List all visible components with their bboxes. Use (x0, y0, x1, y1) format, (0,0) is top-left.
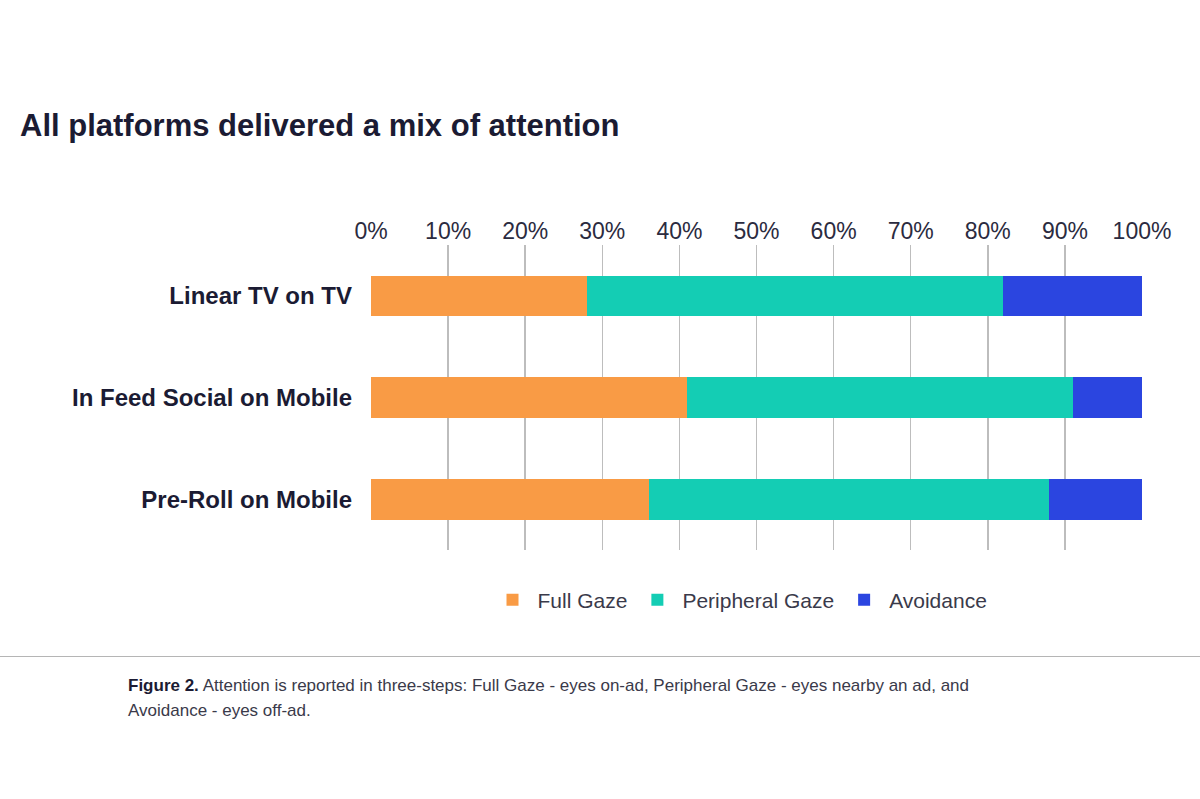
svg-text:20%: 20% (502, 218, 548, 244)
svg-text:60%: 60% (811, 218, 857, 244)
svg-text:All platforms delivered a mix: All platforms delivered a mix of attenti… (20, 108, 619, 143)
svg-text:40%: 40% (656, 218, 702, 244)
svg-text:10%: 10% (425, 218, 471, 244)
svg-text:0%: 0% (354, 218, 387, 244)
svg-text:80%: 80% (965, 218, 1011, 244)
svg-text:70%: 70% (888, 218, 934, 244)
svg-text:In Feed Social on Mobile: In Feed Social on Mobile (72, 384, 352, 411)
svg-text:Full Gaze: Full Gaze (538, 589, 628, 612)
svg-text:90%: 90% (1042, 218, 1088, 244)
svg-text:100%: 100% (1113, 218, 1172, 244)
svg-text:Peripheral Gaze: Peripheral Gaze (682, 589, 834, 612)
svg-text:50%: 50% (733, 218, 779, 244)
svg-text:Avoidance: Avoidance (889, 589, 987, 612)
svg-text:30%: 30% (579, 218, 625, 244)
svg-text:Linear TV on TV: Linear TV on TV (169, 282, 352, 309)
html-text:Figure 2. Attention is reporte: Figure 2. Attention is reported in three… (128, 676, 969, 720)
svg-text:Pre-Roll on Mobile: Pre-Roll on Mobile (141, 486, 352, 513)
